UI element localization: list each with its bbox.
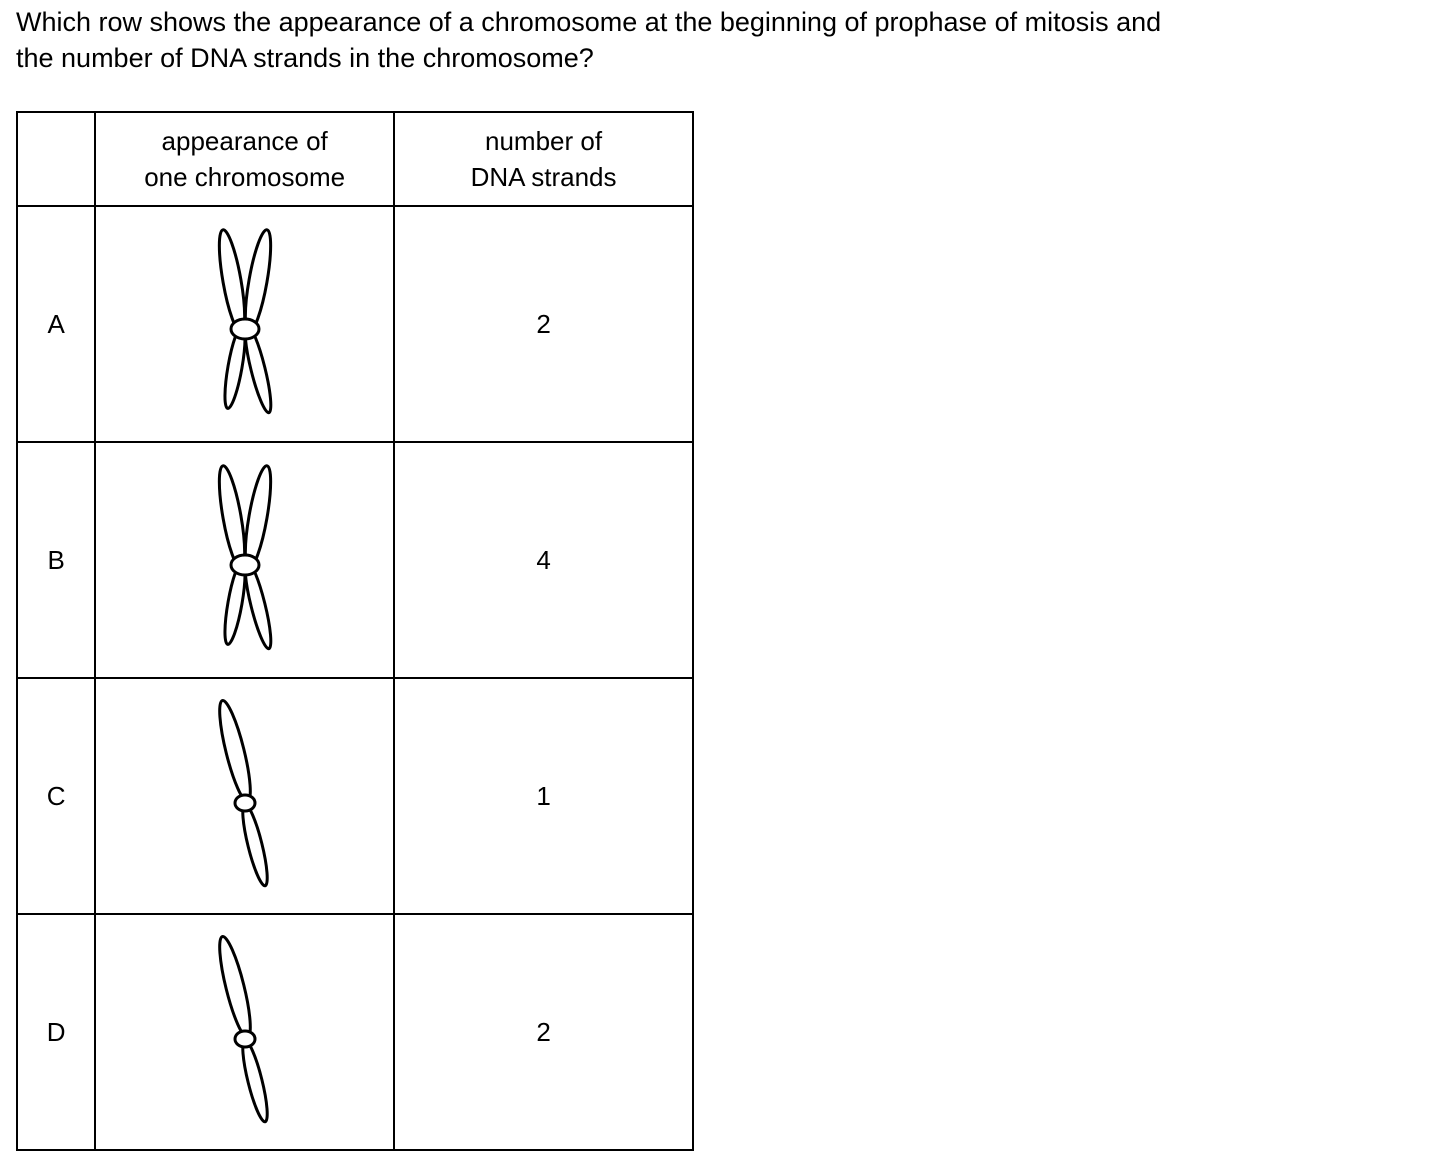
two-chromatid-chromosome-icon <box>212 462 278 652</box>
header-appearance-line1: appearance of <box>161 126 328 156</box>
header-number-line1: number of <box>485 126 603 156</box>
chromosome-cell <box>94 205 396 443</box>
chromosome-cell <box>94 913 396 1151</box>
dna-strand-count: 1 <box>393 677 694 915</box>
table-row: C 1 <box>15 677 694 915</box>
header-appearance-line2: one chromosome <box>144 162 346 192</box>
dna-strand-count: 4 <box>393 441 694 679</box>
option-letter: C <box>15 677 97 915</box>
dna-strand-count: 2 <box>393 913 694 1151</box>
header-number: number of DNA strands <box>393 111 694 207</box>
question-text: Which row shows the appearance of a chro… <box>16 4 1416 76</box>
single-chromatid-chromosome-icon <box>211 696 274 889</box>
table-row: B 4 <box>15 441 694 679</box>
header-appearance: appearance of one chromosome <box>94 111 396 207</box>
table-row: D 2 <box>15 913 694 1151</box>
header-number-line2: DNA strands <box>470 162 617 192</box>
option-letter: B <box>15 441 97 679</box>
chromosome-cell <box>94 677 396 915</box>
dna-strand-count: 2 <box>393 205 694 443</box>
single-chromatid-chromosome-icon <box>211 932 274 1125</box>
answer-table: appearance of one chromosome number of D… <box>15 111 694 1151</box>
header-row: appearance of one chromosome number of D… <box>15 111 694 207</box>
header-blank-cell <box>15 111 97 207</box>
option-letter: D <box>15 913 97 1151</box>
option-letter: A <box>15 205 97 443</box>
chromosome-cell <box>94 441 396 679</box>
table-row: A 2 <box>15 205 694 443</box>
question-line-1: Which row shows the appearance of a chro… <box>16 7 1162 37</box>
two-chromatid-chromosome-icon <box>212 226 278 416</box>
question-line-2: the number of DNA strands in the chromos… <box>16 43 594 73</box>
